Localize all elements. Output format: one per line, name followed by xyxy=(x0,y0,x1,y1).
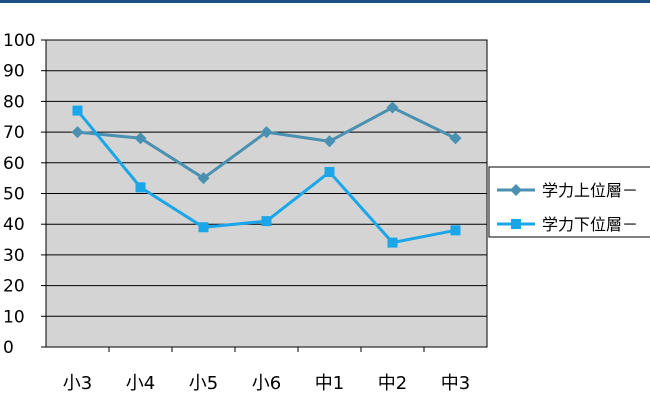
legend-marker xyxy=(511,219,521,229)
x-tick-label: 小5 xyxy=(189,373,218,394)
data-point xyxy=(450,225,461,236)
legend: 学力上位層－ 学力下位層－ xyxy=(488,166,650,238)
series-2 xyxy=(72,105,461,248)
data-point xyxy=(135,182,146,193)
data-point xyxy=(449,132,462,145)
x-tick-label: 小6 xyxy=(252,373,281,394)
y-tick-label: 90 xyxy=(3,62,25,82)
legend-item: 学力上位層－ xyxy=(497,181,638,200)
series-1 xyxy=(71,101,462,185)
data-point xyxy=(198,222,209,233)
y-tick-label: 10 xyxy=(3,307,25,327)
data-point xyxy=(72,105,83,116)
data-point xyxy=(324,167,335,178)
data-point xyxy=(260,126,273,139)
y-axis: 0 10 20 30 40 50 60 70 80 90 100 xyxy=(3,31,46,358)
y-tick-label: 80 xyxy=(3,92,25,112)
data-point xyxy=(261,216,272,227)
top-band xyxy=(0,0,650,3)
data-point xyxy=(386,101,399,114)
x-tick-label: 小3 xyxy=(63,373,92,394)
y-tick-label: 100 xyxy=(3,31,35,51)
legend-marker xyxy=(510,184,522,196)
y-tick-label: 20 xyxy=(3,277,25,297)
y-tick-label: 0 xyxy=(3,338,14,358)
plot-area xyxy=(45,39,488,348)
data-point xyxy=(197,172,210,185)
y-tick-label: 70 xyxy=(3,123,25,143)
y-tick-label: 30 xyxy=(3,246,25,266)
y-tick-label: 50 xyxy=(3,185,25,205)
data-point xyxy=(134,132,147,145)
series-layer xyxy=(71,101,462,248)
x-tick-label: 小4 xyxy=(126,373,155,394)
y-tick-label: 60 xyxy=(3,154,25,174)
data-point xyxy=(323,135,336,148)
x-tick-label: 中1 xyxy=(315,373,344,394)
legend-item: 学力下位層－ xyxy=(497,215,638,234)
x-axis: 小3 小4 小5 小6 中1 中2 中3 xyxy=(63,347,470,394)
legend-label: 学力下位層－ xyxy=(542,215,638,234)
data-point xyxy=(387,237,398,248)
x-tick-label: 中3 xyxy=(441,373,470,394)
data-point xyxy=(71,126,84,139)
x-tick-label: 中2 xyxy=(378,373,407,394)
legend-label: 学力上位層－ xyxy=(542,181,638,200)
y-tick-label: 40 xyxy=(3,215,25,235)
